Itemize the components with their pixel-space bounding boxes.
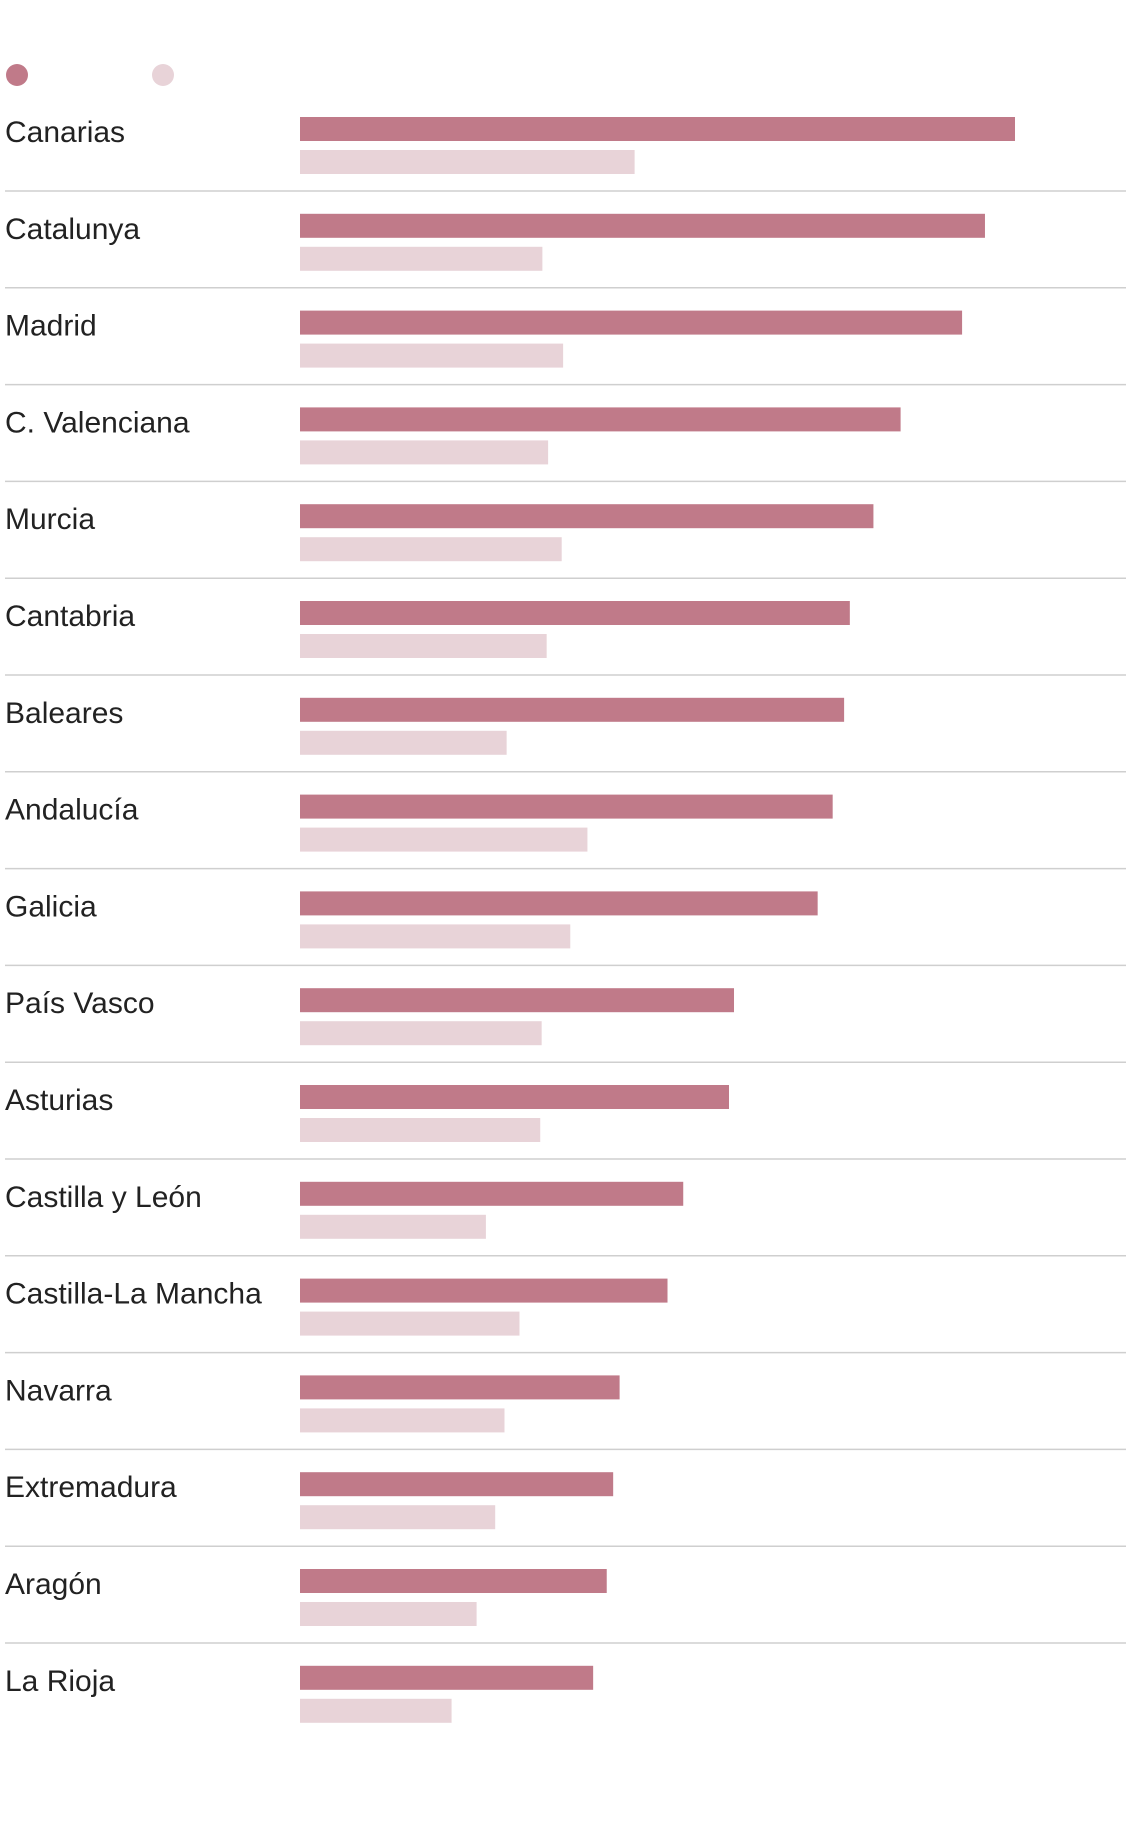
chart-row: Murcia: [5, 503, 1126, 579]
category-label: Catalunya: [5, 213, 140, 246]
chart-row: Asturias: [5, 1084, 1126, 1160]
bar-series-1: [300, 1278, 668, 1303]
category-label: Cantabria: [5, 600, 135, 633]
chart-row: Navarra: [5, 1374, 1126, 1451]
category-label: La Rioja: [5, 1665, 115, 1698]
bar-series-2: [300, 1311, 520, 1336]
bar-series-1: [300, 1665, 594, 1690]
bar-series-1: [300, 504, 874, 529]
chart-row: Galicia: [5, 890, 1126, 967]
chart-row: Extremadura: [5, 1471, 1126, 1547]
bar-series-1: [300, 117, 1015, 141]
chart-row: Castilla y León: [5, 1181, 1126, 1257]
bar-series-2: [300, 343, 564, 368]
category-label: Baleares: [5, 697, 123, 730]
bar-series-1: [300, 1181, 684, 1206]
chart-row: Canarias: [5, 116, 1126, 192]
bar-series-1: [300, 1472, 614, 1497]
chart-row: La Rioja: [5, 1665, 594, 1723]
chart-row: Cantabria: [5, 600, 1126, 676]
chart-row: Madrid: [5, 310, 1126, 386]
bar-series-2: [300, 924, 571, 949]
chart-rows: Canarias Catalunya Madrid C. Valenciana Murc…: [5, 116, 1126, 1723]
legend-marker-1: [6, 64, 28, 86]
bar-series-2: [300, 1505, 496, 1530]
bar-series-2: [300, 246, 543, 271]
chart-row: Andalucía: [5, 794, 1126, 870]
bar-series-2: [300, 150, 635, 174]
bar-series-2: [300, 1214, 486, 1239]
category-label: Navarra: [5, 1374, 112, 1407]
bar-series-2: [300, 827, 588, 852]
bar-series-1: [300, 1375, 620, 1400]
category-label: Castilla-La Mancha: [5, 1278, 262, 1311]
bar-series-1: [300, 601, 850, 625]
bar-series-1: [300, 407, 901, 432]
bar-series-2: [300, 730, 507, 755]
bar-series-1: [300, 310, 963, 335]
category-label: Castilla y León: [5, 1181, 202, 1214]
chart-row: Baleares: [5, 697, 1126, 773]
bar-series-2: [300, 440, 549, 465]
category-label: Aragón: [5, 1568, 102, 1601]
bar-series-2: [300, 1602, 477, 1626]
bar-series-2: [300, 634, 547, 658]
bar-series-2: [300, 1408, 505, 1433]
bar-series-1: [300, 988, 735, 1013]
category-label: Andalucía: [5, 794, 139, 827]
bar-series-2: [300, 1021, 542, 1046]
bar-series-1: [300, 794, 833, 819]
bar-series-1: [300, 213, 985, 238]
category-label: C. Valenciana: [5, 406, 190, 439]
legend: [6, 64, 174, 86]
bar-series-1: [300, 1569, 607, 1593]
chart-row: País Vasco: [5, 987, 1126, 1063]
chart-row: Castilla-La Mancha: [5, 1278, 1126, 1354]
chart-row: C. Valenciana: [5, 406, 1126, 483]
bar-series-1: [300, 697, 845, 722]
category-label: Asturias: [5, 1084, 113, 1117]
bar-series-2: [300, 537, 562, 562]
bar-series-2: [300, 1118, 541, 1142]
category-label: País Vasco: [5, 987, 155, 1020]
bar-series-1: [300, 891, 818, 916]
legend-marker-2: [152, 64, 174, 86]
bar-series-2: [300, 1698, 452, 1723]
bar-series-1: [300, 1085, 729, 1109]
chart-row: Aragón: [5, 1568, 1126, 1644]
category-label: Murcia: [5, 503, 95, 536]
category-label: Madrid: [5, 310, 97, 343]
category-label: Galicia: [5, 890, 97, 923]
category-label: Canarias: [5, 116, 125, 149]
chart-row: Catalunya: [5, 213, 1126, 289]
category-label: Extremadura: [5, 1471, 177, 1504]
